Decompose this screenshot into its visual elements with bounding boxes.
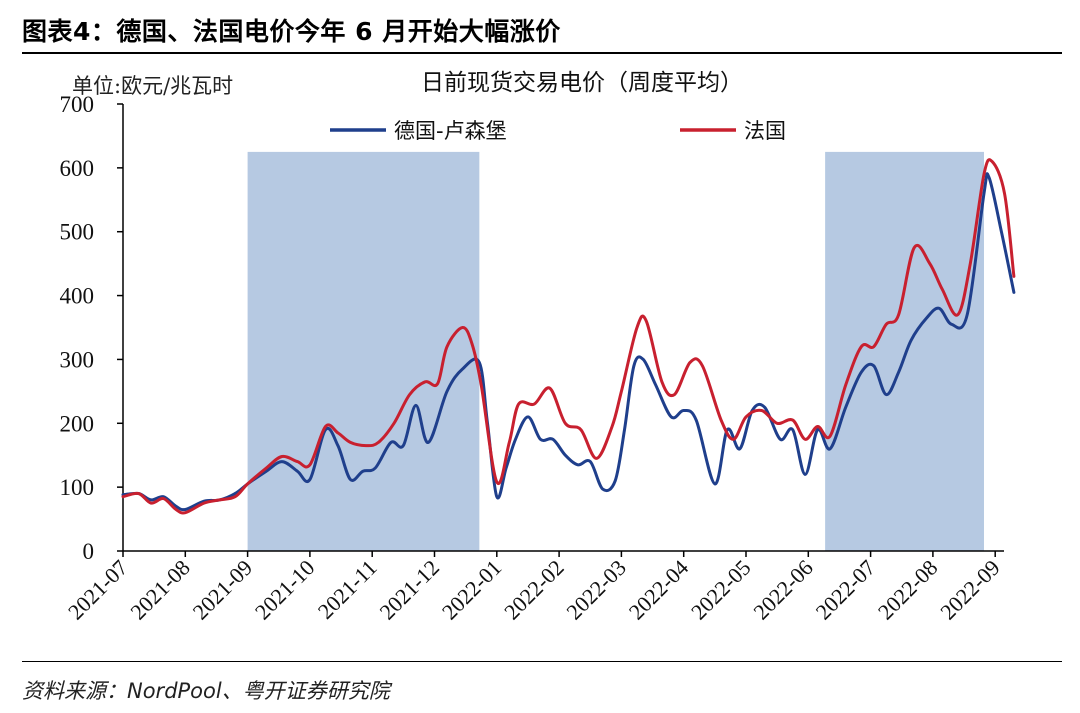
x-tick-label: 2022-05 xyxy=(686,555,756,625)
series-line-germany xyxy=(121,172,1016,512)
legend-label-1: 德国-卢森堡 xyxy=(394,119,507,143)
y-tick-label: 200 xyxy=(60,411,95,436)
x-tick-label: 2022-02 xyxy=(499,555,569,625)
x-tick-label: 2022-07 xyxy=(811,555,881,625)
y-tick-label: 0 xyxy=(83,539,95,564)
y-tick-label: 400 xyxy=(60,284,95,309)
shaded-period-1 xyxy=(247,151,480,551)
y-tick-label: 700 xyxy=(60,92,95,117)
x-tick-label: 2022-08 xyxy=(873,555,943,625)
y-tick-label: 300 xyxy=(60,347,95,372)
series-lines xyxy=(121,158,1016,515)
axes xyxy=(122,104,1004,552)
unit-label: 单位:欧元/兆瓦时 xyxy=(72,74,234,98)
x-tick-label: 2021-07 xyxy=(63,555,133,625)
x-tick-label: 2022-06 xyxy=(748,555,818,625)
x-tick-label: 2022-04 xyxy=(624,555,694,625)
source-note: 资料来源：NordPool、粤开证券研究院 xyxy=(22,679,390,703)
y-tick-label: 500 xyxy=(60,220,95,245)
chart: 日前现货交易电价（周度平均） 德国-卢森堡 法国 0 100 200 300 400 500… xyxy=(60,70,1016,624)
x-ticks: 2021-072021-082021-092021-102021-112021-… xyxy=(63,551,1005,624)
x-tick-label: 2021-09 xyxy=(188,555,258,625)
series-line-france xyxy=(121,158,1016,515)
legend-label-2: 法国 xyxy=(744,119,786,143)
x-tick-label: 2022-01 xyxy=(437,555,507,625)
x-tick-label: 2021-12 xyxy=(375,555,445,625)
shaded-periods xyxy=(247,151,984,551)
x-tick-label: 2022-03 xyxy=(561,555,631,625)
y-tick-label: 100 xyxy=(60,475,95,500)
title-rule xyxy=(22,52,1062,54)
figure-title: 图表4：德国、法国电价今年 6 月开始大幅涨价 xyxy=(22,17,561,46)
x-tick-label: 2021-11 xyxy=(313,555,382,624)
legend: 德国-卢森堡 法国 xyxy=(330,119,786,143)
y-tick-label: 600 xyxy=(60,156,95,181)
x-tick-label: 2022-09 xyxy=(935,555,1005,625)
y-ticks: 0 100 200 300 400 500 600 700 xyxy=(60,92,123,564)
shaded-period-2 xyxy=(825,151,984,551)
chart-title: 日前现货交易电价（周度平均） xyxy=(421,70,743,96)
source-rule xyxy=(22,661,1062,662)
x-tick-label: 2021-10 xyxy=(250,555,320,625)
x-tick-label: 2021-08 xyxy=(125,555,195,625)
